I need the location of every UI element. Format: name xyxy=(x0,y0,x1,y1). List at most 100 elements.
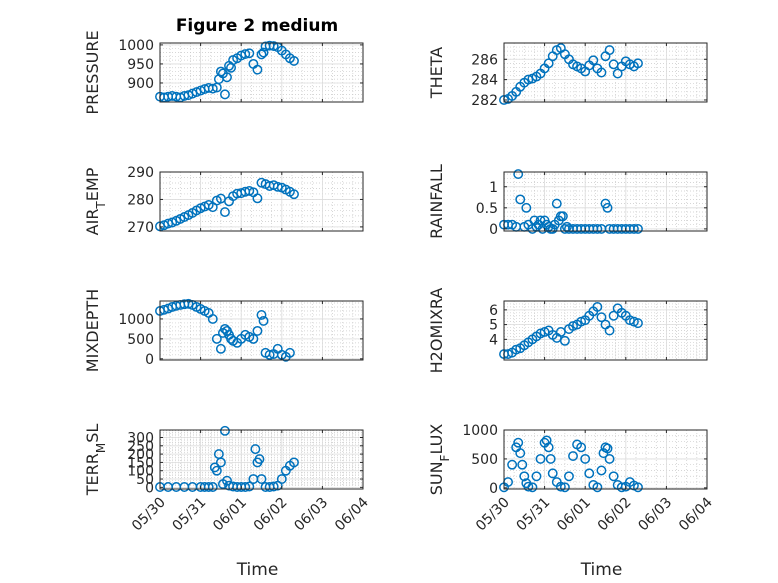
data-point xyxy=(268,41,279,51)
data-point xyxy=(515,194,526,205)
data-point xyxy=(207,482,218,492)
axes-box xyxy=(503,300,708,361)
x-tick-label: 06/01 xyxy=(210,495,250,535)
y-tick-label: 0 xyxy=(145,480,154,496)
subplot-theta: 282 284 286 THETA xyxy=(427,42,708,109)
data-point xyxy=(222,475,232,486)
x-tick-label: 06/03 xyxy=(635,495,675,535)
y-tick-label: 900 xyxy=(127,76,154,92)
y-axis-label: THETA xyxy=(427,47,446,99)
subplot-mixdepth: 0 500 1000 MIXDEPTH xyxy=(83,289,364,372)
series-markers xyxy=(499,43,643,105)
x-tick-label: 06/01 xyxy=(554,495,594,535)
y-tick-label: 100 xyxy=(127,464,154,480)
data-point xyxy=(527,482,538,493)
y-tick-label: 500 xyxy=(127,332,154,348)
y-tick-label: 4 xyxy=(489,332,498,348)
subplot-air-temp: 270 280 290 AIRTEMP xyxy=(83,165,364,236)
y-tick-label: 280 xyxy=(127,192,154,208)
data-point xyxy=(604,453,615,464)
data-point xyxy=(592,482,603,493)
figure-title: Figure 2 medium xyxy=(176,16,338,36)
data-point xyxy=(268,481,279,492)
y-tick-label: 0 xyxy=(145,352,154,368)
data-point xyxy=(211,465,222,476)
x-axis-label: Time xyxy=(580,560,623,580)
subplot-rainfall: 0 0.5 1 RAINFALL xyxy=(427,164,708,239)
axes-box xyxy=(159,171,364,232)
y-tick-label: 5 xyxy=(489,318,498,334)
data-point xyxy=(256,310,267,320)
major-grid xyxy=(503,43,707,102)
y-tick-label: 1000 xyxy=(118,312,154,328)
series-markers xyxy=(155,177,299,232)
y-tick-label: 0.5 xyxy=(476,201,498,217)
axes-box xyxy=(159,429,364,490)
plot-area xyxy=(160,43,363,102)
series-markers xyxy=(155,425,299,492)
data-point xyxy=(576,442,587,453)
data-point xyxy=(633,223,643,234)
data-point xyxy=(608,471,619,482)
y-tick-label: 50 xyxy=(136,472,154,488)
data-point xyxy=(602,202,613,213)
data-point xyxy=(612,68,623,79)
y-tick-label: 284 xyxy=(471,73,498,89)
y-tick-label: 150 xyxy=(127,455,154,471)
plot-area xyxy=(160,172,363,231)
x-tick-label: 06/02 xyxy=(251,495,291,535)
data-point xyxy=(545,453,556,464)
data-point xyxy=(604,325,615,336)
data-point xyxy=(633,318,643,329)
data-point xyxy=(551,198,562,209)
tick-marks xyxy=(159,43,363,102)
y-axis-label: H2OMIXRA xyxy=(427,288,446,374)
data-point xyxy=(517,459,528,470)
y-tick-label: 300 xyxy=(127,430,154,446)
data-point xyxy=(584,468,595,479)
data-point xyxy=(568,451,578,461)
data-point xyxy=(248,333,259,344)
x-tick-label: 06/04 xyxy=(676,494,716,534)
data-point xyxy=(557,211,568,222)
tick-marks xyxy=(503,301,707,360)
x-tick-label: 05/30 xyxy=(473,495,513,535)
data-point xyxy=(555,481,566,492)
data-point xyxy=(244,481,255,492)
tick-marks xyxy=(503,429,707,489)
data-point xyxy=(256,474,267,484)
data-point xyxy=(207,83,218,94)
x-tick-label: 05/30 xyxy=(129,495,169,535)
axes-box xyxy=(159,300,364,361)
y-axis-label: AIRTEMP xyxy=(83,167,108,235)
tick-marks xyxy=(159,430,363,489)
subplot-sun-flux: 0 500 1000 SUNFLUX 05/30 05/31 06/01 06/02 06/03… xyxy=(427,423,716,580)
y-tick-label: 270 xyxy=(127,220,154,236)
y-axis-label: RAINFALL xyxy=(427,164,446,239)
data-point xyxy=(264,349,275,360)
data-point xyxy=(531,471,542,482)
data-point xyxy=(211,333,222,344)
data-point xyxy=(252,193,263,204)
data-point xyxy=(515,448,526,459)
data-point xyxy=(592,223,603,234)
axes-box xyxy=(503,429,708,490)
data-point xyxy=(220,89,230,100)
data-point xyxy=(580,453,591,464)
data-point xyxy=(183,298,194,309)
tick-marks xyxy=(503,172,707,231)
data-point xyxy=(559,335,570,346)
y-tick-label: 500 xyxy=(471,452,498,468)
data-point xyxy=(250,444,261,455)
subplot-h2omixra: 456 H2OMIXRA xyxy=(427,288,708,374)
subplot-pressure: 900 950 1000 PRESSURE xyxy=(83,30,364,115)
data-point xyxy=(203,482,214,492)
axes-box xyxy=(503,171,708,232)
y-tick-label: 0 xyxy=(489,481,498,497)
tick-marks xyxy=(503,43,707,102)
data-point xyxy=(215,457,226,468)
x-axis-label: Time xyxy=(236,560,279,580)
data-point xyxy=(289,457,299,468)
data-point xyxy=(220,425,230,436)
